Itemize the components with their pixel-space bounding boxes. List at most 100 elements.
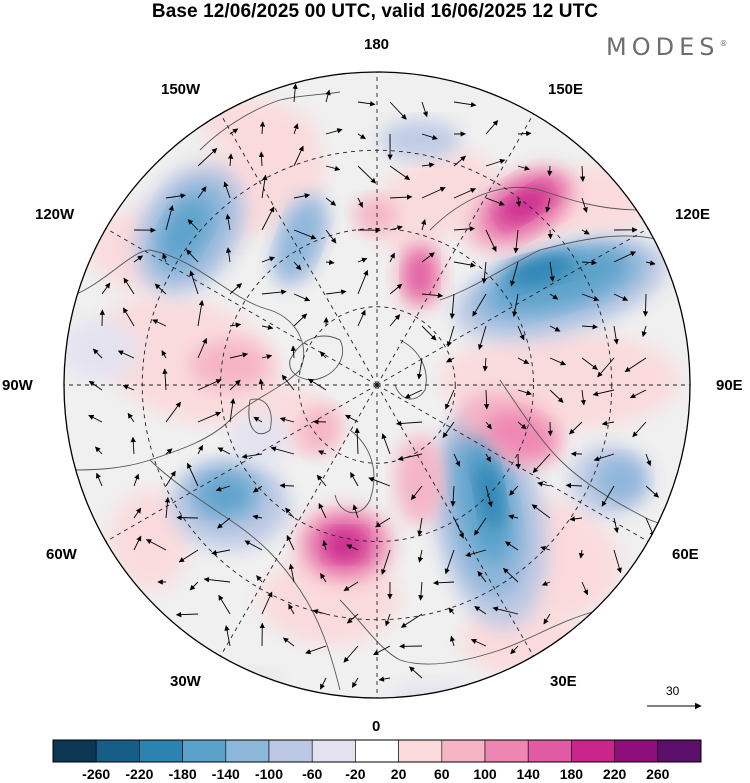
anomaly-patch (64, 320, 140, 380)
lon-label-180: 180 (364, 36, 390, 53)
wind-vector (229, 398, 236, 423)
wind-vector (133, 507, 142, 519)
wind-vector (446, 325, 455, 348)
lon-label-150e: 150E (548, 81, 584, 98)
wind-vector (357, 257, 368, 263)
colorbar-segment (527, 739, 572, 763)
wind-vector (357, 101, 376, 107)
wind-vector (187, 462, 199, 487)
wind-vector (541, 580, 551, 586)
colorbar-segment (398, 739, 443, 763)
wind-vector (88, 414, 103, 423)
wind-vector (629, 389, 647, 399)
anomaly-patch (220, 672, 280, 698)
colorbar-segment (52, 739, 97, 763)
wind-vector (543, 613, 551, 625)
wind-vector (512, 293, 519, 318)
wind-vector (319, 351, 327, 359)
wind-vector (446, 357, 455, 363)
wind-vector (409, 666, 423, 679)
wind-vector (581, 357, 598, 370)
wind-vector (389, 314, 401, 327)
wind-vector (217, 447, 231, 455)
colorbar-segment (139, 739, 183, 763)
wind-vector (378, 676, 391, 682)
colorbar-segment (484, 739, 529, 763)
wind-vector (581, 259, 597, 266)
wind-vector (229, 379, 241, 391)
wind-vector (279, 416, 295, 423)
wind-vector (581, 324, 599, 330)
wind-vector (292, 83, 298, 103)
colorbar-segment (182, 739, 227, 763)
wind-vector (485, 421, 492, 430)
wind-vector (513, 229, 519, 254)
wind-vector (96, 472, 103, 487)
wind-vector (549, 389, 564, 403)
anomaly-patch (200, 98, 320, 162)
anomaly-patch (160, 198, 210, 262)
wind-vector (601, 420, 615, 426)
wind-vector (217, 517, 231, 529)
wind-vector (225, 247, 232, 263)
wind-vector (453, 101, 477, 108)
colorbar-tick-label: -220 (125, 766, 154, 782)
lon-label-30e: 30E (550, 673, 577, 690)
latitude-circle (298, 306, 456, 464)
wind-vector (352, 504, 359, 519)
wind-vector (154, 283, 167, 295)
wind-vector (357, 309, 366, 327)
wind-vector (259, 121, 266, 135)
wind-vector (389, 165, 411, 181)
wind-vector (474, 517, 487, 536)
wind-vector (449, 293, 456, 319)
colorbar-segment (268, 739, 313, 763)
wind-vector (92, 348, 103, 359)
anomaly-patch (486, 411, 554, 459)
lon-label-90e: 90E (716, 377, 743, 394)
wind-vector (282, 637, 295, 647)
wind-vector (176, 514, 199, 521)
wind-vector (545, 197, 551, 213)
lon-label-150w: 150W (161, 81, 201, 98)
wind-vector (421, 292, 444, 299)
wind-vector (421, 162, 435, 168)
wind-vector (593, 453, 615, 462)
wind-vector (474, 606, 487, 615)
wind-vector (346, 613, 359, 624)
wind-vector (293, 145, 304, 167)
wind-vector (645, 453, 652, 467)
wind-vector (477, 325, 487, 350)
wind-vector (540, 545, 551, 552)
wind-vector (517, 389, 532, 396)
anomaly-patch (405, 250, 435, 300)
wind-vector (418, 581, 424, 601)
wind-vector (164, 497, 171, 519)
map-border (63, 71, 691, 699)
coastline (429, 186, 641, 231)
wind-vector (515, 197, 522, 207)
wind-vector (325, 197, 337, 206)
wind-vector (547, 165, 553, 177)
coastline (394, 339, 427, 400)
wind-vector (485, 158, 506, 167)
wind-vector (448, 607, 455, 615)
wind-vector (161, 350, 167, 359)
wind-vector (421, 101, 428, 118)
colorbar-tick-label: 100 (473, 766, 497, 782)
wind-vector (569, 516, 583, 522)
anomaly-patch (230, 415, 290, 465)
wind-vector (197, 186, 207, 199)
wind-vector (225, 213, 231, 231)
colorbar-outline (52, 739, 702, 763)
wind-vector (189, 581, 199, 591)
anomaly-patch (278, 201, 322, 279)
wind-vector (453, 261, 476, 268)
coastline (334, 429, 375, 513)
wind-vector (400, 613, 423, 628)
wind-vector (318, 503, 327, 519)
coastline (199, 91, 341, 151)
wind-vector (127, 412, 135, 423)
wind-vector (261, 206, 275, 231)
anomaly-patch (190, 340, 270, 390)
